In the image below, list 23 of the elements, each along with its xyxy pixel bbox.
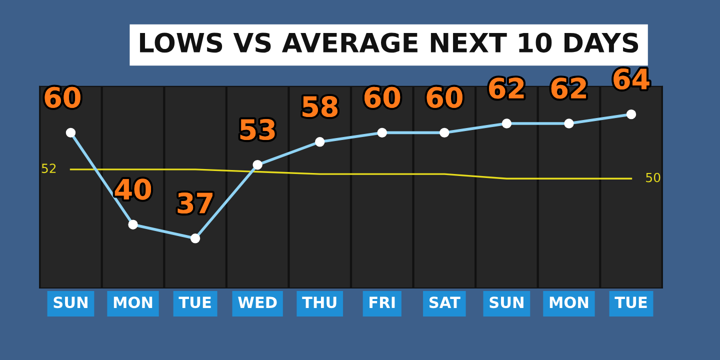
data-label: 58 (302, 96, 338, 118)
data-label: 60 (44, 86, 80, 108)
x-tick-label: TUE (178, 296, 211, 308)
data-label: 62 (551, 78, 586, 99)
x-tick-label: MON (550, 296, 588, 308)
data-label: 52 (42, 164, 56, 174)
data-label: 37 (178, 192, 212, 214)
data-label: 62 (489, 78, 524, 99)
x-tick-label: SUN (54, 296, 88, 308)
x-tick-label: SAT (429, 296, 460, 308)
data-label: 50 (646, 172, 660, 182)
x-tick-label: MON (114, 296, 152, 308)
data-label: 64 (614, 68, 650, 90)
x-tick-label: WED (238, 296, 277, 308)
data-label: 60 (426, 86, 462, 108)
data-label: 40 (114, 178, 152, 200)
chart-title: LOWS VS AVERAGE NEXT 10 DAYS (140, 32, 638, 53)
x-tick-label: FRI (370, 296, 395, 308)
x-tick-label: TUE (614, 296, 647, 308)
data-label: 53 (240, 119, 275, 140)
x-tick-label: THU (302, 296, 336, 308)
data-label: 60 (364, 86, 400, 108)
x-tick-label: SUN (490, 296, 524, 308)
